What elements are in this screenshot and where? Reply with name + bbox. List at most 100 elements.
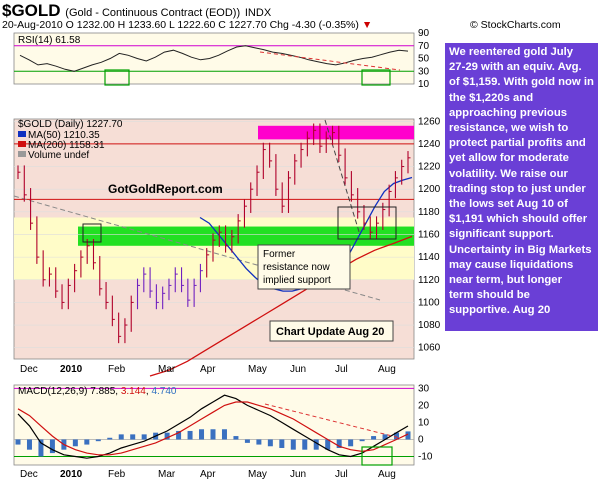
- macd-histogram-bar: [107, 437, 113, 440]
- macd-label: MACD(12,26,9) 7.885, 3.144, 4.740: [18, 386, 177, 397]
- price-x-label: Jun: [290, 364, 306, 375]
- rsi-tick-label: 10: [418, 79, 430, 90]
- macd-tick-label: 20: [418, 400, 430, 411]
- macd-histogram-bar: [244, 439, 250, 443]
- macd-histogram-bar: [95, 439, 101, 442]
- price-x-label: 2010: [60, 364, 83, 375]
- legend-ma50-swatch: [18, 131, 26, 137]
- commentary-line: We reentered gold July: [449, 46, 574, 58]
- ma200-line: [149, 235, 413, 377]
- macd-x-label: Jun: [290, 469, 306, 480]
- price-tick-label: 1220: [418, 162, 441, 173]
- macd-histogram-bar: [267, 439, 273, 447]
- rsi-line: [19, 45, 409, 72]
- legend-ma50: MA(50) 1210.35: [28, 130, 100, 141]
- macd-tick-label: -10: [418, 451, 433, 462]
- macd-tick-label: 10: [418, 417, 430, 428]
- subtitle: (Gold - Continuous Contract (EOD)): [65, 7, 241, 19]
- macd-histogram-bar: [38, 439, 44, 457]
- price-x-label: Apr: [200, 364, 216, 375]
- macd-x-label: Jul: [335, 469, 348, 480]
- macd-x-label: Dec: [20, 469, 38, 480]
- quote-date: 20-Aug-2010: [2, 19, 63, 31]
- price-tick-label: 1160: [418, 229, 440, 240]
- macd-histogram-bar: [118, 434, 124, 440]
- rsi-tick-label: 70: [418, 41, 430, 52]
- legend-ma200-swatch: [18, 141, 26, 147]
- macd-histogram-bar: [221, 429, 227, 440]
- rsi-label: RSI(14) 61.58: [18, 35, 81, 46]
- macd-histogram-bar: [199, 429, 205, 440]
- macd-histogram-bar: [302, 439, 308, 450]
- price-panel: GotGoldReport.com Former resistance now …: [13, 116, 441, 377]
- price-x-label: Dec: [20, 364, 38, 375]
- macd-panel: MACD(12,26,9) 7.885, 3.144, 4.740 302010…: [13, 383, 433, 480]
- signal-line: [17, 401, 409, 456]
- legend-ma200: MA(200) 1158.31: [28, 140, 105, 151]
- rsi-tick-label: 90: [418, 28, 430, 39]
- support-callout: [257, 244, 351, 290]
- exchange: INDX: [244, 7, 272, 19]
- legend-price: $GOLD (Daily) 1227.70: [18, 119, 123, 130]
- macd-histogram-bar: [26, 439, 32, 450]
- down-trendline: [324, 119, 361, 236]
- macd-histogram-bar: [382, 434, 388, 440]
- down-arrow-icon: ▼: [361, 19, 373, 31]
- commentary-line: of $1,159. With gold now in: [449, 76, 594, 89]
- macd-histogram-bar: [394, 432, 400, 440]
- macd-label-name: MACD(12,26,9): [18, 386, 87, 397]
- macd-x-label: Mar: [158, 469, 176, 480]
- macd-histogram-bar: [279, 439, 285, 448]
- price-tick-label: 1260: [418, 116, 441, 127]
- rsi-green-box-2: [361, 69, 391, 86]
- macd-histogram-bar: [15, 439, 21, 445]
- macd-frame: [13, 384, 415, 466]
- price-tick-label: 1200: [418, 184, 441, 195]
- price-tick-label: 1060: [418, 343, 441, 354]
- commentary-line: protect partial profits and: [449, 137, 586, 150]
- symbol: $GOLD: [2, 1, 61, 20]
- commentary-line: the $1,220s and: [449, 91, 534, 104]
- macd-histogram-bar: [325, 439, 331, 450]
- macd-histogram-bar: [130, 434, 136, 440]
- rsi-tick-label: 30: [418, 66, 430, 77]
- price-x-label: Mar: [158, 364, 176, 375]
- commentary-line: may cause liquidations: [449, 258, 574, 271]
- commentary-line: the lows set Aug 10 of: [449, 198, 568, 211]
- support-callout-line-2: resistance now: [263, 262, 330, 273]
- macd-histogram-bar: [348, 439, 354, 447]
- price-tick-label: 1120: [418, 275, 440, 286]
- update-callout: [269, 320, 394, 342]
- chart-title: $GOLD (Gold - Continuous Contract (EOD))…: [2, 1, 271, 21]
- macd-histogram-bar: [256, 439, 262, 445]
- consolidation-box: [337, 206, 397, 240]
- price-x-label: Jul: [335, 364, 348, 375]
- update-callout-text: Chart Update Aug 20: [276, 326, 384, 338]
- small-box: [82, 223, 102, 243]
- macd-histogram-bar: [405, 431, 411, 440]
- legend-volume-swatch: [18, 151, 26, 157]
- commentary-box: We reentered gold July 27-29 with an equi…: [445, 43, 598, 331]
- quote-ohlc: O 1232.00 H 1233.60 L 1222.60 C 1227.70: [65, 19, 267, 31]
- macd-histogram-bar: [233, 436, 239, 440]
- macd-x-label: Apr: [200, 469, 216, 480]
- commentary-line: 27-29 with an equiv. Avg.: [449, 61, 582, 74]
- price-tick-label: 1080: [418, 320, 441, 331]
- macd-histogram-bar: [359, 439, 365, 442]
- macd-x-label: 2010: [60, 469, 83, 480]
- watermark: GotGoldReport.com: [108, 182, 223, 196]
- macd-histogram-bar: [141, 434, 147, 440]
- macd-histogram-bar: [187, 430, 193, 440]
- macd-histogram-bar: [313, 439, 319, 450]
- macd-tick-label: 30: [418, 383, 430, 394]
- support-callout-line-1: Former: [263, 249, 296, 260]
- price-tick-label: 1180: [418, 207, 440, 218]
- macd-histogram: [15, 429, 411, 457]
- support-callout-line-3: implied support: [263, 275, 331, 286]
- commentary-line: supportive. Aug 20: [449, 304, 551, 317]
- brand-credit: © StockCharts.com: [470, 19, 561, 31]
- price-tick-label: 1140: [418, 252, 440, 263]
- rsi-tick-label: 50: [418, 54, 430, 65]
